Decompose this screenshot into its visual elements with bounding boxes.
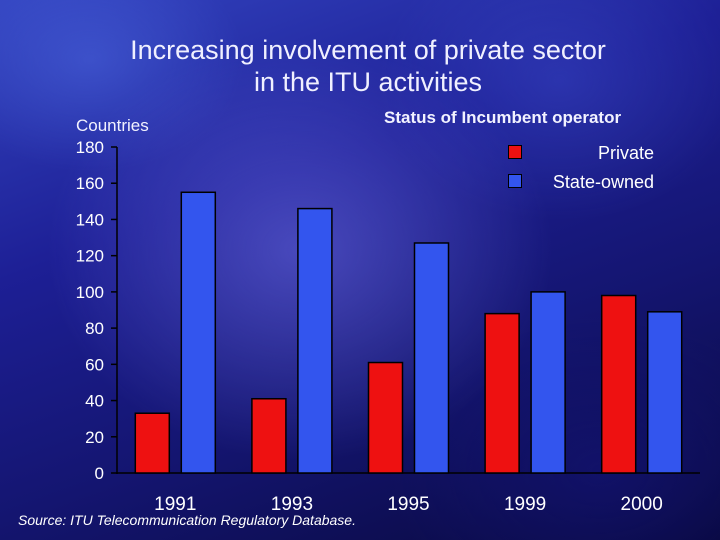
legend-item-state-owned: State-owned xyxy=(500,172,660,192)
bar-private-1995 xyxy=(367,361,404,474)
y-tick-label: 100 xyxy=(76,283,104,302)
y-tick-label: 120 xyxy=(76,247,104,266)
legend-swatch-private xyxy=(508,145,522,159)
y-tick-label: 160 xyxy=(76,174,104,193)
source-note: Source: ITU Telecommunication Regulatory… xyxy=(18,512,356,528)
bar-state-owned-1995 xyxy=(413,242,450,474)
chart-title-line-2: in the ITU activities xyxy=(253,67,483,97)
legend-swatch-state-owned xyxy=(508,174,522,188)
y-tick-label: 20 xyxy=(85,428,104,447)
bar-private-1993 xyxy=(251,397,287,474)
y-tick-label: 60 xyxy=(85,355,104,374)
y-tick-label: 140 xyxy=(76,210,104,229)
y-tick-label: 180 xyxy=(76,138,104,157)
y-axis-label: Countries xyxy=(76,116,149,135)
x-tick-label-1993: 1993 xyxy=(271,494,313,515)
legend-label-private: Private xyxy=(597,143,654,163)
y-tick-label: 40 xyxy=(85,392,104,411)
x-tick-label-2000: 2000 xyxy=(621,494,663,515)
bar-state-owned-2000 xyxy=(646,311,683,474)
y-tick-label: 0 xyxy=(95,464,104,483)
bar-private-2000 xyxy=(600,294,637,474)
chart-title-line-1: Increasing involvement of private sector xyxy=(130,35,606,65)
y-tick-label: 80 xyxy=(85,319,104,338)
legend-label-state-owned: State-owned xyxy=(552,172,654,192)
x-tick-label-1995: 1995 xyxy=(387,494,429,515)
bar-private-1999 xyxy=(484,312,520,474)
bar-state-owned-1993 xyxy=(297,207,333,474)
x-tick-label-1991: 1991 xyxy=(154,494,196,515)
x-tick-label-1999: 1999 xyxy=(504,494,546,515)
bar-private-1991 xyxy=(134,412,171,474)
legend-title: Status of Incumbent operator xyxy=(384,108,622,127)
chart-title: Increasing involvement of private sector… xyxy=(0,34,720,98)
legend-item-private: Private xyxy=(500,143,660,163)
bar-state-owned-1999 xyxy=(530,291,566,474)
bar-state-owned-1991 xyxy=(180,191,217,474)
